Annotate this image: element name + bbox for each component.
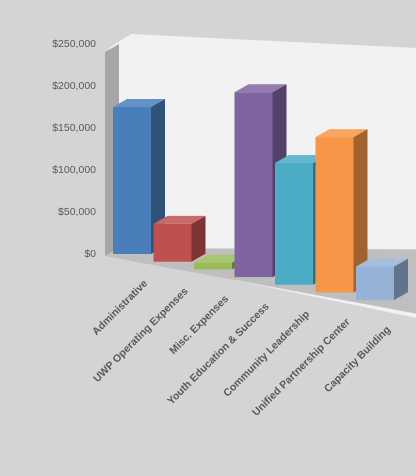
bar-front (315, 137, 354, 293)
bar-2 (153, 215, 206, 262)
bar-front (234, 92, 273, 278)
bar-top (153, 215, 206, 224)
x-tick-label: Community Leadership (221, 308, 312, 399)
y-axis: $0 $50,000 $100,000 $150,000 $200,000 $250,00… (52, 38, 96, 260)
bar-front (356, 266, 394, 301)
bar-top (194, 254, 246, 263)
bar-top (113, 99, 165, 107)
bar-side (353, 129, 368, 293)
bar-top (356, 258, 408, 267)
y-tick-label: $200,000 (52, 80, 96, 92)
y-tick-label: $250,000 (52, 38, 96, 50)
x-tick-label: UWP Operating Expenses (91, 285, 191, 385)
bar-top (234, 84, 287, 93)
bar-front (153, 223, 192, 262)
bar-top (315, 129, 368, 138)
bar-top (275, 154, 327, 163)
bar-1 (113, 99, 165, 254)
bar-front (275, 162, 313, 285)
y-tick-label: $0 (84, 248, 96, 260)
x-tick-label: Unified Partnership Center (250, 316, 353, 419)
bar-side (191, 215, 206, 262)
bar-side (394, 258, 408, 301)
y-tick-label: $100,000 (52, 164, 96, 176)
bar-front (113, 107, 151, 254)
y-tick-label: $150,000 (52, 122, 96, 134)
bar-front (194, 262, 232, 270)
bar-side (151, 99, 165, 254)
x-tick-label: Youth Education & Success (165, 301, 272, 408)
bar-7 (356, 258, 408, 301)
bars (113, 84, 408, 301)
y-tick-label: $50,000 (58, 206, 96, 218)
bar-6 (315, 129, 368, 293)
